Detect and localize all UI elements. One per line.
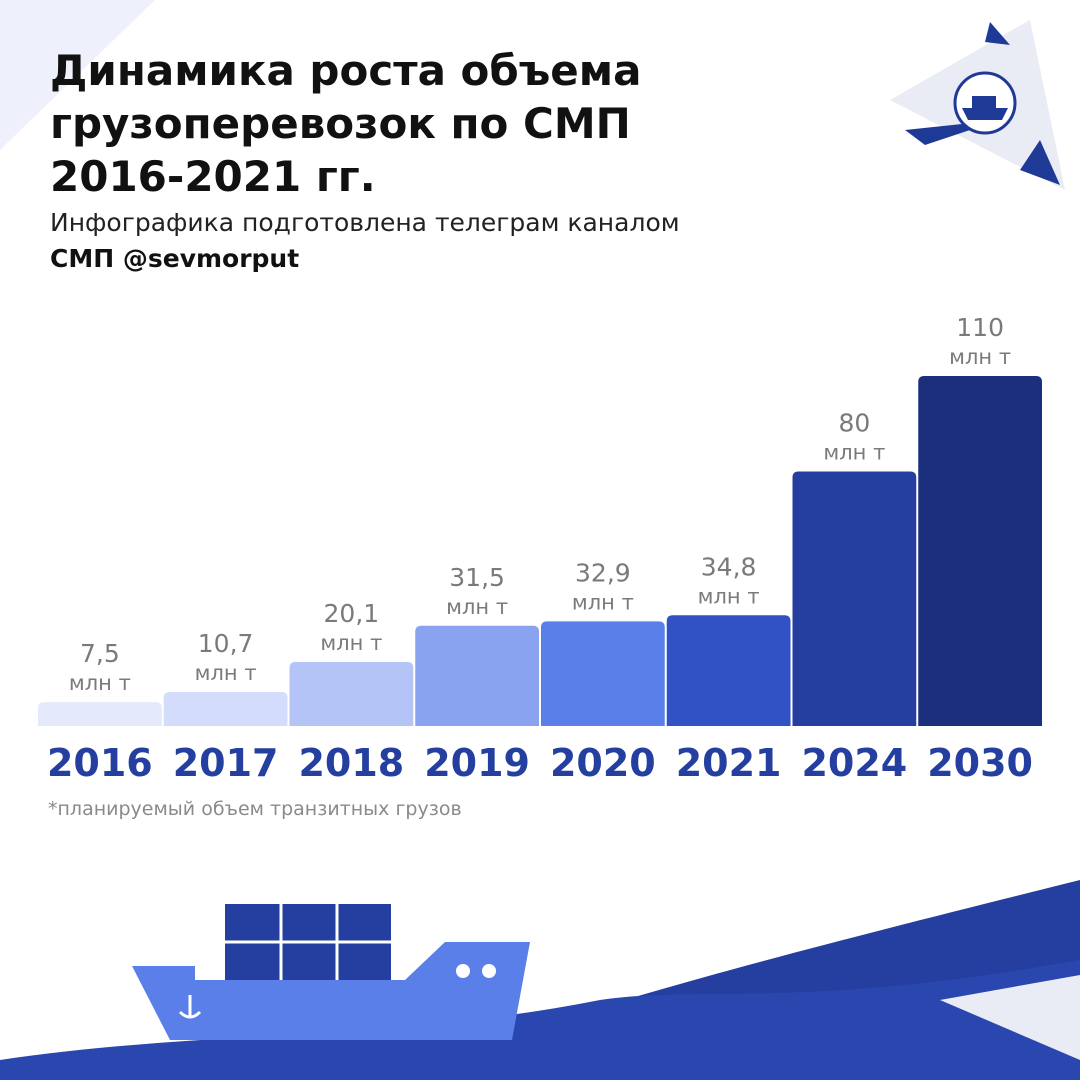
- title: Динамика роста объема грузоперевозок по …: [50, 46, 642, 201]
- value-unit: млн т: [949, 345, 1011, 369]
- x-tick-label: 2030: [927, 741, 1033, 785]
- value-label: 110: [956, 313, 1004, 342]
- bar: [541, 621, 665, 726]
- value-unit: млн т: [698, 584, 760, 608]
- bar: [163, 691, 288, 726]
- x-tick-label: 2020: [550, 741, 656, 785]
- source: СМП @sevmorput: [50, 244, 300, 273]
- value-unit: млн т: [195, 661, 257, 685]
- value-unit: млн т: [446, 595, 508, 619]
- x-tick-label: 2016: [47, 741, 153, 785]
- value-label: 80: [838, 408, 870, 437]
- x-tick-label: 2019: [424, 741, 530, 785]
- value-unit: млн т: [69, 671, 131, 695]
- decor: [0, 0, 155, 150]
- value-label: 7,5: [80, 639, 120, 668]
- decor: [940, 975, 1080, 1060]
- x-tick-label: 2021: [676, 741, 782, 785]
- x-tick-label: 2018: [298, 741, 404, 785]
- footnote: *планируемый объем транзитных грузов: [48, 798, 462, 820]
- decor: [985, 22, 1010, 45]
- value-label: 10,7: [198, 629, 254, 658]
- subtitle: Инфографика подготовлена телеграм канало…: [50, 208, 680, 237]
- value-label: 32,9: [575, 558, 631, 587]
- value-unit: млн т: [823, 440, 885, 464]
- value-label: 20,1: [324, 599, 380, 628]
- decor: [1020, 140, 1060, 185]
- x-tick-label: 2017: [173, 741, 279, 785]
- x-tick-label: 2024: [801, 741, 907, 785]
- wave: [0, 960, 1080, 1080]
- ship: [132, 904, 530, 1040]
- bar: [666, 615, 791, 726]
- bar: [38, 702, 162, 726]
- logo-ship: [962, 96, 1008, 120]
- bar: [289, 662, 414, 726]
- value-label: 31,5: [449, 563, 505, 592]
- bar: [792, 471, 917, 726]
- value-unit: млн т: [572, 590, 634, 614]
- bar: [415, 625, 539, 726]
- value-unit: млн т: [320, 631, 382, 655]
- bar: [918, 376, 1042, 726]
- value-label: 34,8: [701, 552, 757, 581]
